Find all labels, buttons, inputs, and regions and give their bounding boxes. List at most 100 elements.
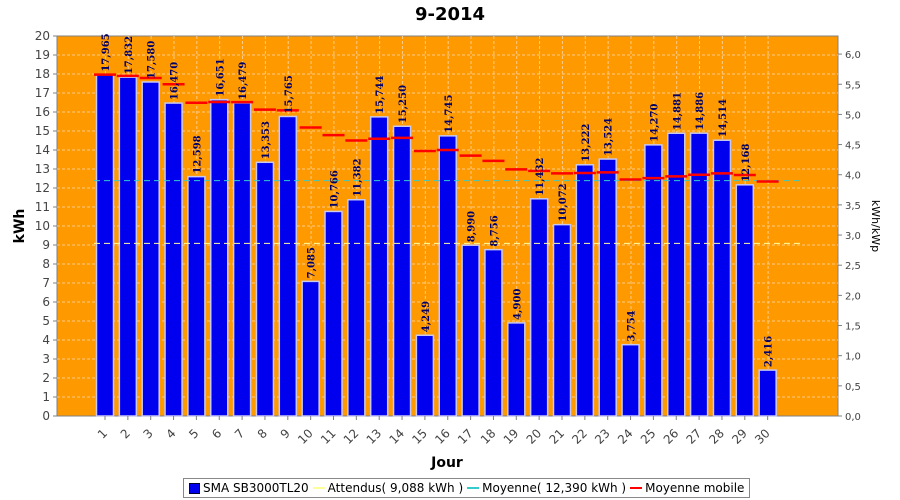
y-tick-label: 7: [42, 276, 50, 290]
bar: [369, 116, 389, 417]
y-tick-label: 5: [42, 314, 50, 328]
bar: [415, 334, 435, 417]
y2-tick-label: 4,0: [845, 171, 861, 182]
bar-value-label: 8,756: [489, 215, 500, 246]
legend-swatch-moving-average: [630, 487, 643, 489]
y2-tick-label: 3,5: [845, 201, 861, 212]
data-labels: 17,965 17,832 17,580 16,470 12,598 16,651 16,4…: [101, 33, 775, 367]
bar-value-label: 10,072: [558, 183, 569, 221]
y-tick-label: 11: [35, 200, 50, 214]
y2-axis-label: kWh/kWp: [869, 200, 882, 252]
bar-value-label: 16,470: [170, 62, 181, 100]
bar-value-label: 11,432: [535, 157, 546, 195]
bar-value-label: 13,222: [581, 123, 592, 161]
bar: [392, 125, 412, 417]
bar-value-label: 8,990: [467, 211, 478, 242]
bar: [758, 369, 777, 417]
bar: [118, 76, 138, 417]
legend-swatch-expected: [312, 487, 325, 489]
bar: [210, 98, 229, 417]
reference-lines: [94, 180, 800, 244]
bar-value-label: 15,765: [284, 75, 295, 113]
legend-item-production: SMA SB3000TL20: [189, 481, 309, 495]
y2-tick-label: 2,5: [845, 261, 861, 272]
bar: [95, 73, 115, 417]
bar-series: [95, 73, 777, 417]
x-tick-label: 26: [661, 426, 682, 447]
legend-label-expected: Attendus( 9,088 kWh ): [327, 481, 464, 495]
bar-value-label: 13,524: [604, 118, 615, 156]
bar: [141, 81, 160, 417]
x-tick-label: 14: [386, 426, 407, 447]
bar-value-label: 14,745: [444, 95, 455, 133]
y2-tick-label: 1,5: [845, 322, 861, 333]
bar-value-label: 14,881: [672, 92, 683, 130]
legend-label-production: SMA SB3000TL20: [203, 481, 309, 495]
y-tick-label: 19: [35, 48, 50, 62]
y-tick-label: 16: [35, 105, 50, 119]
x-tick-label: 20: [524, 426, 545, 447]
chart-legend: SMA SB3000TL20 Attendus( 9,088 kWh ) Moy…: [183, 478, 751, 498]
x-tick-label: 27: [684, 426, 705, 447]
y-tick-label: 9: [42, 238, 50, 252]
legend-label-average: Moyenne( 12,390 kWh ): [482, 481, 627, 495]
x-tick-label: 7: [232, 426, 247, 441]
bar-value-label: 10,766: [330, 170, 341, 208]
bar-value-label: 15,250: [398, 85, 409, 123]
y2-tick-label: 3,0: [845, 231, 861, 242]
y2-tick-label: 1,0: [845, 352, 861, 363]
x-tick-label: 11: [318, 426, 339, 447]
bar-value-label: 12,598: [192, 135, 203, 173]
y-tick-label: 15: [35, 124, 50, 138]
legend-swatch-production: [189, 482, 200, 494]
x-tick-label: 4: [163, 426, 178, 441]
bar-value-label: 12,168: [741, 143, 752, 181]
y2-tick-label: 0,5: [845, 382, 861, 393]
legend-label-moving-average: Moyenne mobile: [645, 481, 745, 495]
y-tick-label: 3: [42, 352, 50, 366]
y-tick-label: 0: [42, 409, 50, 423]
bar: [278, 115, 298, 417]
y2-tick-label: 4,5: [845, 141, 861, 152]
x-tick-label: 28: [706, 426, 727, 447]
x-tick-label: 30: [752, 426, 773, 447]
y-tick-label: 8: [42, 257, 50, 271]
bar-value-label: 17,965: [101, 33, 112, 71]
y-tick-label: 12: [35, 181, 50, 195]
y-axis-label: kWh: [12, 209, 28, 244]
legend-item-expected: Attendus( 9,088 kWh ): [312, 481, 464, 495]
x-tick-label: 16: [432, 426, 453, 447]
x-tick-label: 9: [278, 426, 293, 441]
x-axis-label: Jour: [430, 455, 463, 471]
bar: [347, 198, 366, 417]
bar: [735, 184, 755, 417]
bar: [529, 198, 549, 417]
y-tick-label: 6: [42, 295, 50, 309]
x-tick-label: 18: [478, 426, 499, 447]
bar-value-label: 15,744: [375, 76, 386, 114]
x-tick-label: 12: [341, 426, 362, 447]
bar: [507, 322, 526, 417]
chart-title: 9-2014: [414, 4, 486, 25]
bar-value-label: 4,249: [421, 301, 432, 332]
x-tick-label: 5: [186, 426, 201, 441]
bar: [598, 158, 617, 417]
y2-tick-label: 5,5: [845, 80, 861, 91]
x-tick-label: 8: [255, 426, 270, 441]
bar: [575, 164, 595, 417]
y-tick-label: 17: [35, 86, 50, 100]
x-tick-label: 21: [546, 426, 567, 447]
x-tick-label: 15: [409, 426, 430, 447]
bar: [552, 223, 572, 417]
legend-swatch-average: [467, 487, 480, 489]
bar: [324, 210, 343, 417]
bar-value-label: 2,416: [764, 336, 775, 367]
bar-value-label: 3,754: [627, 310, 638, 341]
bar: [712, 139, 732, 417]
bar: [644, 144, 663, 417]
x-tick-label: 10: [295, 426, 316, 447]
bar-value-label: 14,514: [718, 99, 729, 137]
x-tick-label: 22: [569, 426, 590, 447]
x-tick-label: 3: [141, 426, 156, 441]
